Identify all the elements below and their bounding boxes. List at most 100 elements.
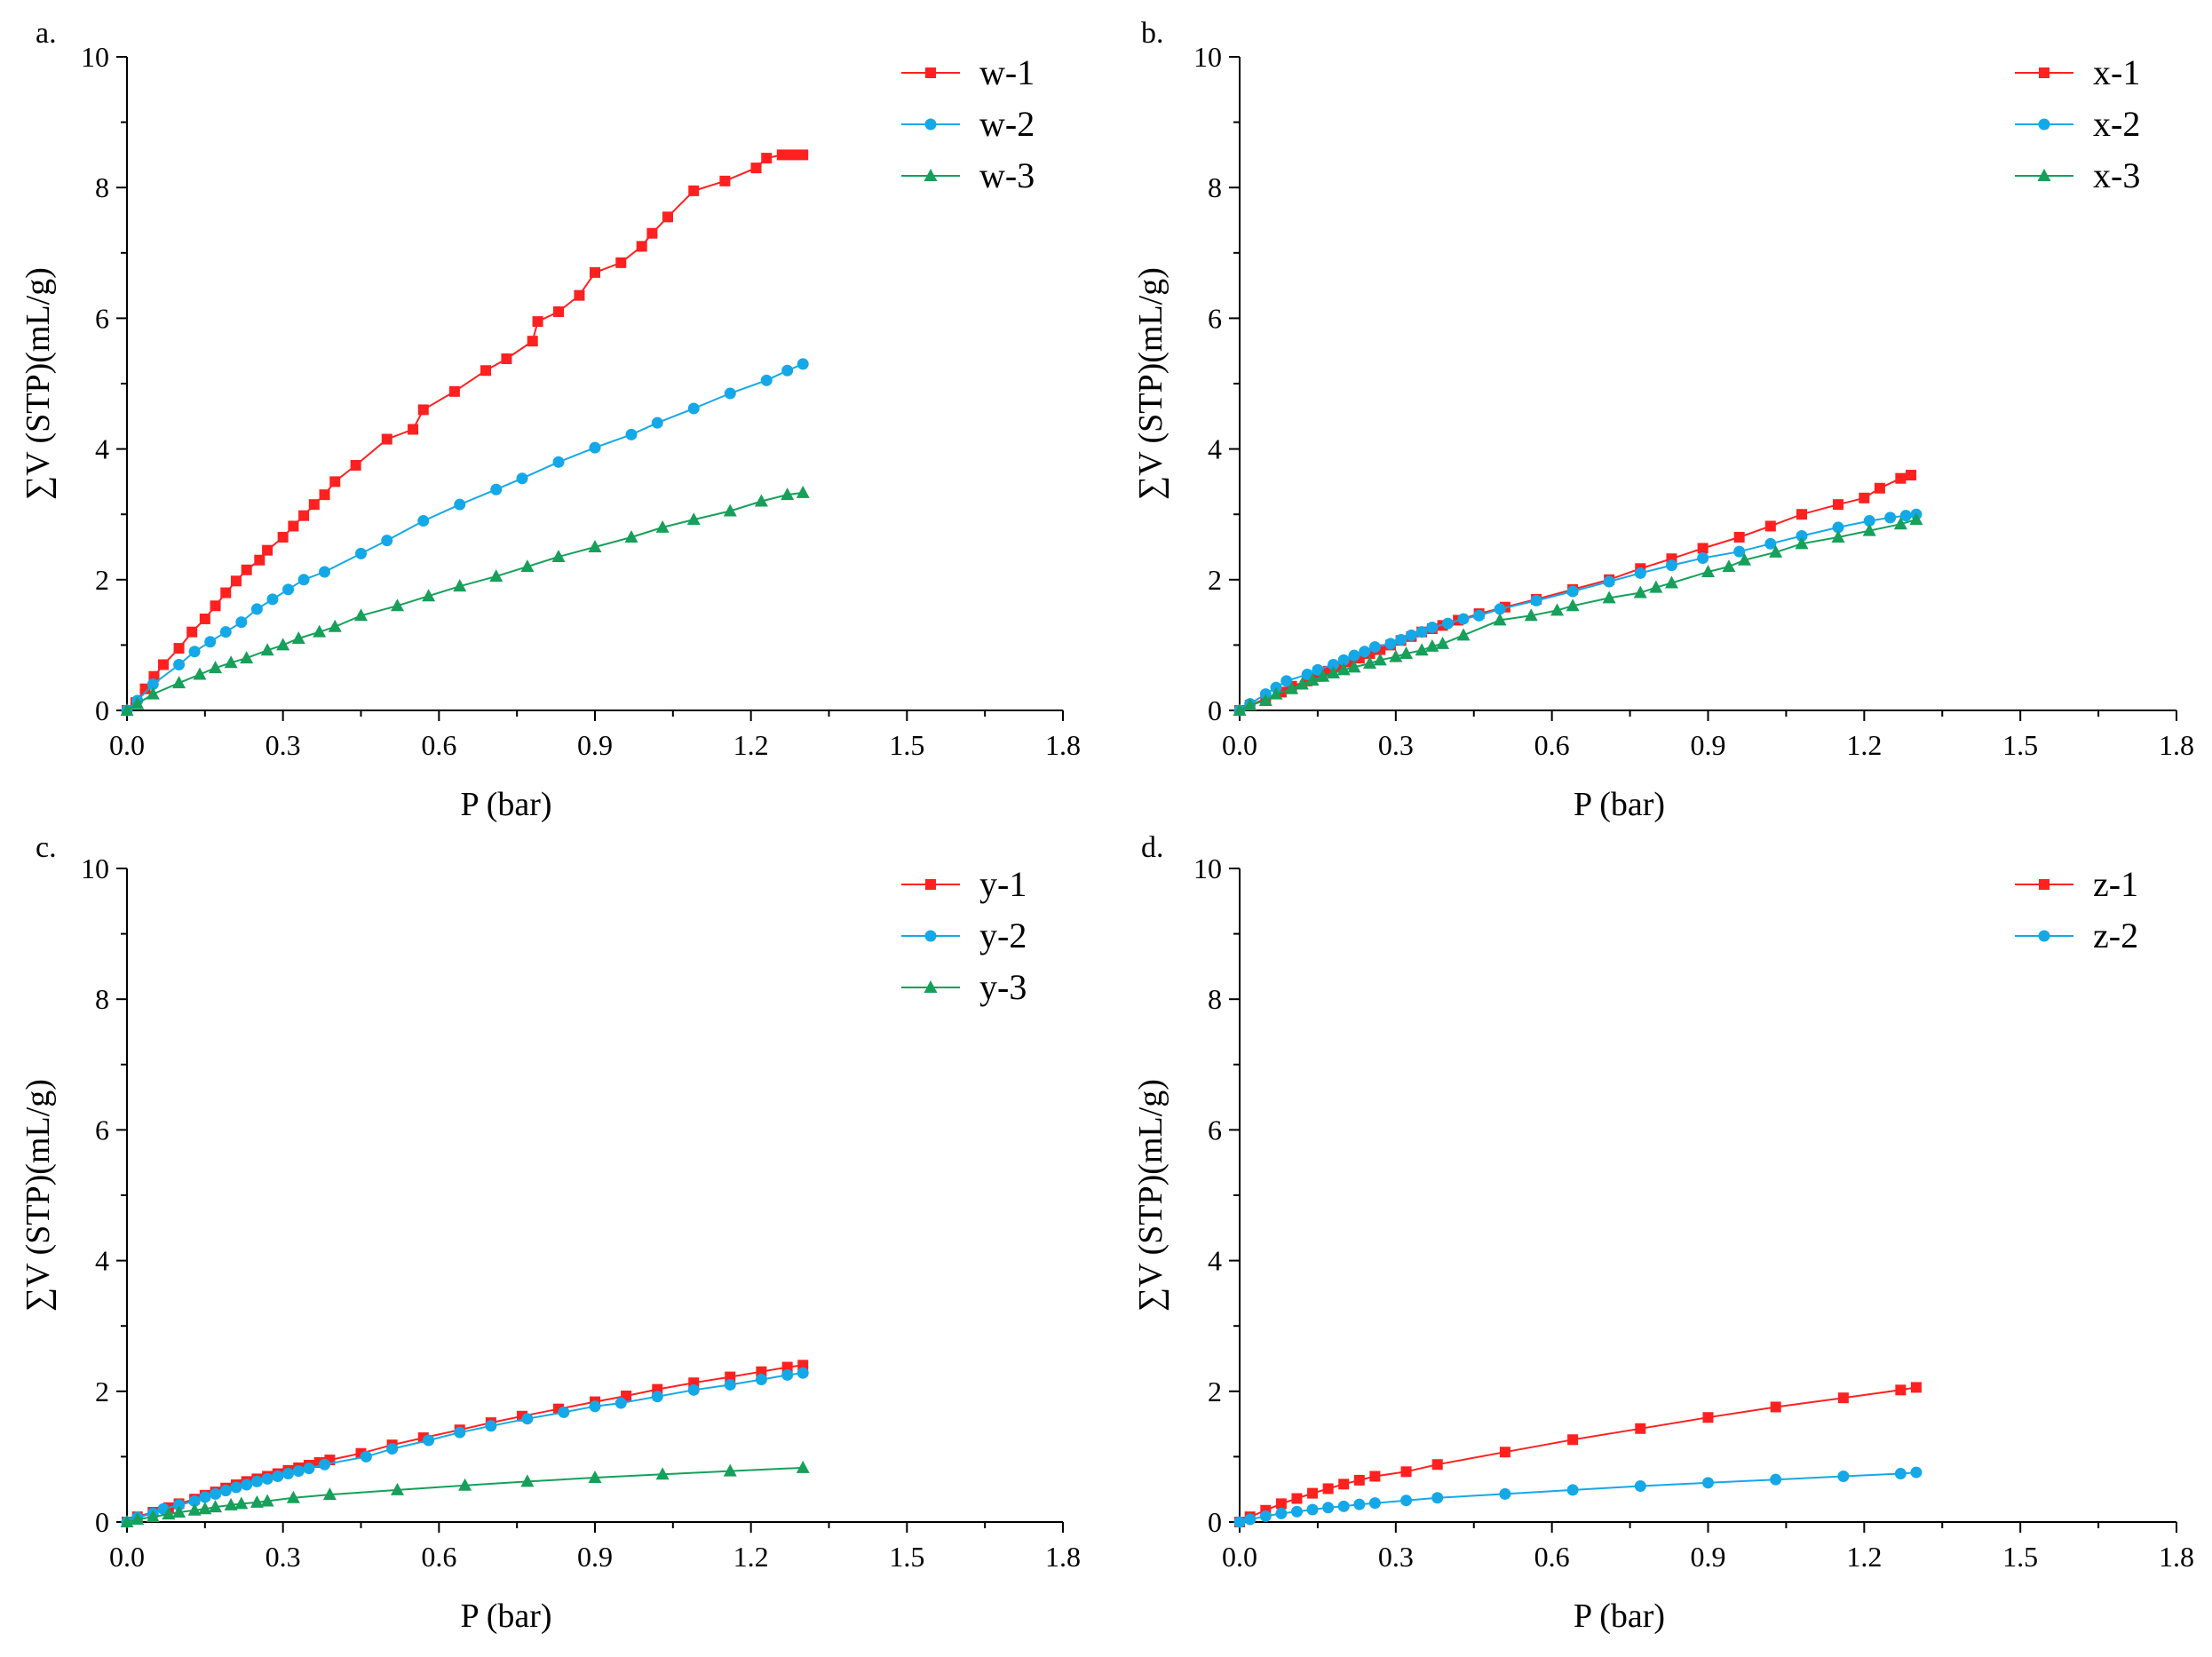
- data-point: [319, 489, 330, 501]
- data-point: [1258, 693, 1272, 706]
- data-point: [590, 266, 600, 278]
- data-point: [1291, 1493, 1303, 1504]
- data-point: [146, 686, 160, 700]
- x-tick-label: 0.6: [1534, 1541, 1570, 1573]
- data-point: [355, 547, 367, 559]
- data-point: [282, 583, 295, 596]
- data-point: [1499, 1487, 1511, 1500]
- data-point: [147, 678, 159, 691]
- data-point: [453, 579, 467, 592]
- data-point: [1697, 543, 1709, 554]
- x-tick-label: 1.2: [1846, 1541, 1882, 1573]
- y-tick-label: 2: [95, 564, 109, 596]
- data-point: [220, 587, 232, 599]
- data-point: [516, 472, 528, 485]
- series-y-2: [121, 1367, 809, 1528]
- data-point: [532, 316, 543, 328]
- data-point: [272, 1470, 284, 1482]
- data-point: [1368, 1497, 1381, 1510]
- data-point: [1837, 1470, 1850, 1482]
- data-point: [797, 149, 809, 161]
- x-tick-label: 0.6: [421, 729, 456, 761]
- data-point: [796, 1460, 810, 1473]
- data-point: [754, 494, 768, 507]
- data-point: [686, 512, 701, 526]
- data-point: [1285, 681, 1299, 694]
- panel-label: c.: [36, 831, 57, 864]
- data-point: [1833, 499, 1844, 511]
- data-point: [1566, 599, 1580, 612]
- data-point: [1884, 511, 1897, 524]
- data-point: [286, 1490, 300, 1503]
- data-point: [266, 593, 279, 606]
- x-tick-label: 0.3: [1378, 1541, 1414, 1573]
- data-point: [172, 1504, 186, 1518]
- data-point: [1363, 656, 1377, 670]
- data-point: [390, 1482, 404, 1495]
- data-point: [291, 631, 305, 645]
- data-point: [781, 364, 794, 377]
- panel-label: a.: [36, 17, 57, 50]
- data-point: [458, 1478, 472, 1491]
- legend-marker: [924, 980, 938, 993]
- data-point: [1415, 626, 1428, 638]
- data-point: [173, 658, 186, 670]
- data-point: [209, 1500, 223, 1513]
- legend-label: x-1: [2093, 52, 2140, 92]
- y-tick-label: 10: [1193, 41, 1222, 73]
- y-tick-label: 6: [1208, 1114, 1222, 1146]
- data-point: [1550, 603, 1565, 616]
- legend-entry: w-1: [901, 52, 1035, 92]
- data-point: [454, 498, 466, 511]
- data-point: [350, 460, 361, 471]
- legend-entry: z-2: [2015, 916, 2138, 955]
- data-point: [776, 149, 788, 161]
- data-point: [1306, 1503, 1319, 1516]
- data-point: [1327, 666, 1340, 679]
- y-tick-label: 0: [95, 694, 109, 726]
- data-point: [687, 402, 700, 415]
- data-point: [1295, 677, 1309, 690]
- data-point: [204, 636, 217, 648]
- data-point: [1769, 544, 1783, 558]
- legend-label: y-1: [979, 864, 1027, 904]
- y-tick-label: 8: [1208, 171, 1222, 203]
- series-w-1: [122, 149, 809, 716]
- legend-marker: [924, 930, 937, 942]
- data-point: [276, 638, 290, 651]
- data-point: [797, 1367, 809, 1379]
- series-z-2: [1233, 1466, 1923, 1528]
- data-point: [527, 336, 538, 347]
- data-point: [308, 499, 320, 511]
- data-point: [1395, 634, 1407, 646]
- data-point: [157, 659, 169, 670]
- data-point: [553, 306, 565, 318]
- data-point: [651, 1391, 663, 1403]
- data-point: [1369, 1471, 1381, 1482]
- data-point: [724, 1378, 736, 1391]
- data-point: [193, 667, 207, 680]
- data-point: [781, 1368, 794, 1381]
- data-point: [1634, 567, 1646, 579]
- data-point: [390, 599, 404, 612]
- y-tick-label: 4: [1208, 433, 1222, 465]
- data-point: [319, 566, 331, 578]
- data-point: [454, 1426, 466, 1439]
- data-point: [489, 569, 503, 583]
- data-point: [1301, 669, 1313, 681]
- legend-label: x-3: [2093, 155, 2140, 195]
- y-tick-label: 2: [95, 1376, 109, 1407]
- data-point: [688, 185, 700, 196]
- data-point: [1431, 1459, 1443, 1471]
- data-point: [1664, 575, 1678, 589]
- data-point: [781, 1361, 793, 1373]
- legend-label: z-1: [2093, 864, 2138, 904]
- data-point: [615, 257, 627, 268]
- data-point: [417, 404, 429, 416]
- x-axis-title: P (bar): [460, 1598, 551, 1635]
- data-point: [199, 613, 210, 624]
- data-point: [260, 643, 274, 656]
- x-tick-label: 1.5: [2002, 729, 2038, 761]
- legend-label: x-2: [2093, 104, 2140, 144]
- data-point: [723, 1463, 737, 1477]
